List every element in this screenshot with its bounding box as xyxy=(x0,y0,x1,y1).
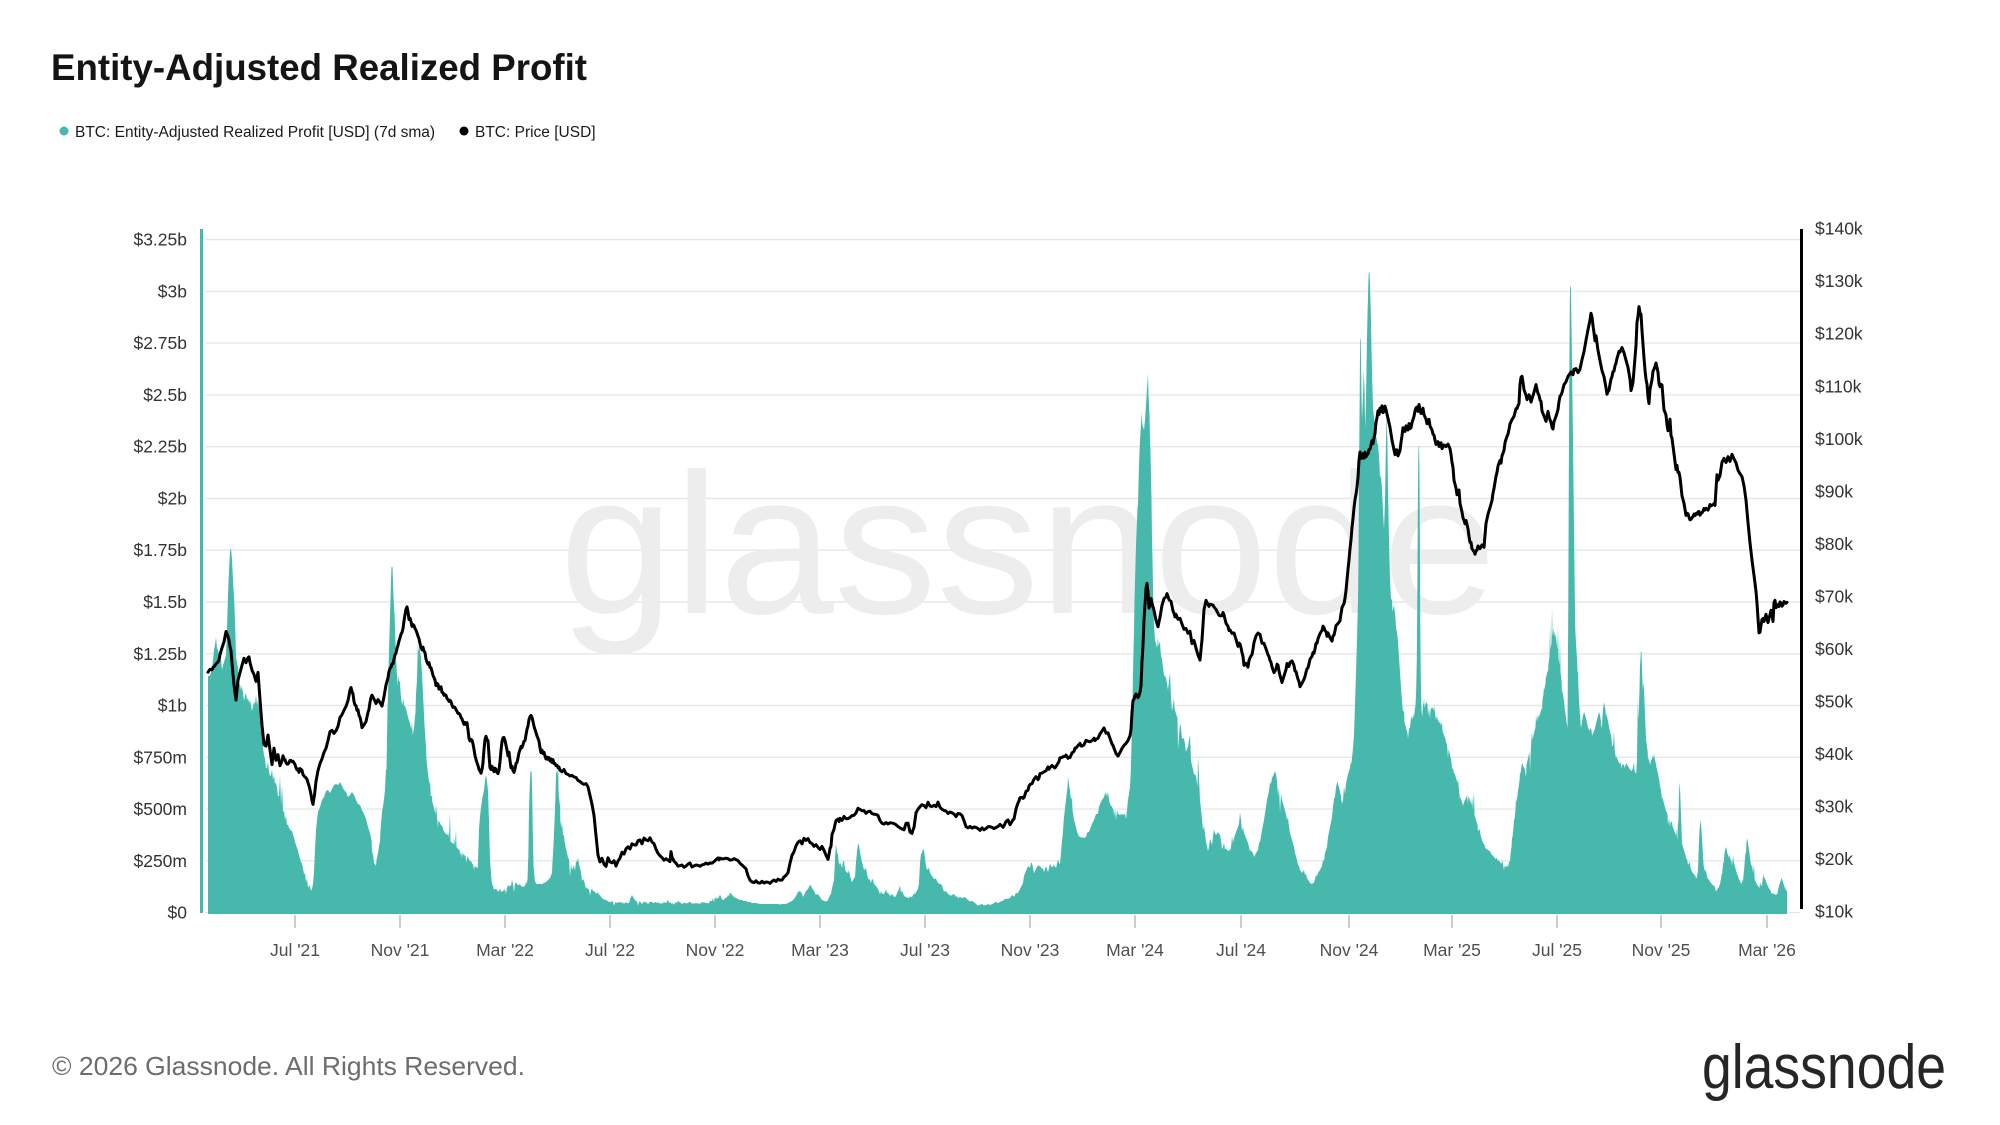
svg-text:$2.25b: $2.25b xyxy=(133,437,187,457)
svg-text:$50k: $50k xyxy=(1815,691,1853,711)
svg-text:$3.25b: $3.25b xyxy=(133,230,187,250)
svg-text:glassnode: glassnode xyxy=(560,433,1497,656)
svg-text:$110k: $110k xyxy=(1815,376,1862,396)
svg-text:$130k: $130k xyxy=(1815,271,1863,291)
svg-text:$2.5b: $2.5b xyxy=(143,385,187,405)
svg-text:Nov '21: Nov '21 xyxy=(371,940,430,960)
svg-text:Mar '24: Mar '24 xyxy=(1106,940,1164,960)
svg-text:Mar '23: Mar '23 xyxy=(791,940,849,960)
svg-text:Jul '21: Jul '21 xyxy=(270,940,320,960)
svg-text:$3b: $3b xyxy=(158,281,187,301)
svg-text:$120k: $120k xyxy=(1815,324,1863,344)
svg-text:$60k: $60k xyxy=(1815,639,1853,659)
svg-text:Jul '24: Jul '24 xyxy=(1216,940,1266,960)
svg-text:glassnode: glassnode xyxy=(1702,1033,1946,1102)
svg-text:$2.75b: $2.75b xyxy=(133,333,187,353)
svg-text:$750m: $750m xyxy=(133,747,187,767)
svg-text:$1.75b: $1.75b xyxy=(133,540,187,560)
svg-text:$1.25b: $1.25b xyxy=(133,644,187,664)
svg-text:Mar '26: Mar '26 xyxy=(1738,940,1796,960)
svg-text:$140k: $140k xyxy=(1815,219,1863,239)
svg-text:$100k: $100k xyxy=(1815,429,1863,449)
svg-text:Jul '23: Jul '23 xyxy=(900,940,950,960)
svg-text:Mar '22: Mar '22 xyxy=(476,940,534,960)
svg-text:$2b: $2b xyxy=(158,489,187,509)
svg-text:© 2026 Glassnode. All Rights R: © 2026 Glassnode. All Rights Reserved. xyxy=(52,1051,525,1081)
svg-text:BTC: Entity-Adjusted Realized: BTC: Entity-Adjusted Realized Profit [US… xyxy=(75,124,435,141)
svg-text:Nov '23: Nov '23 xyxy=(1001,940,1060,960)
svg-text:BTC: Price [USD]: BTC: Price [USD] xyxy=(475,124,596,141)
svg-text:$80k: $80k xyxy=(1815,534,1853,554)
svg-text:$40k: $40k xyxy=(1815,744,1853,764)
svg-text:$0: $0 xyxy=(168,903,188,923)
svg-text:$1.5b: $1.5b xyxy=(143,592,187,612)
svg-text:Nov '22: Nov '22 xyxy=(686,940,745,960)
svg-text:$10k: $10k xyxy=(1815,902,1853,922)
svg-text:$90k: $90k xyxy=(1815,481,1853,501)
svg-text:$250m: $250m xyxy=(133,851,187,871)
svg-text:Mar '25: Mar '25 xyxy=(1423,940,1481,960)
svg-text:Entity-Adjusted Realized Profi: Entity-Adjusted Realized Profit xyxy=(51,47,587,88)
svg-text:$30k: $30k xyxy=(1815,796,1853,816)
svg-text:$20k: $20k xyxy=(1815,849,1853,869)
svg-text:$1b: $1b xyxy=(158,696,187,716)
svg-text:Jul '25: Jul '25 xyxy=(1532,940,1582,960)
svg-text:Nov '24: Nov '24 xyxy=(1320,940,1379,960)
svg-text:$70k: $70k xyxy=(1815,586,1853,606)
svg-text:Jul '22: Jul '22 xyxy=(585,940,635,960)
svg-text:$500m: $500m xyxy=(133,799,187,819)
svg-text:Nov '25: Nov '25 xyxy=(1632,940,1691,960)
